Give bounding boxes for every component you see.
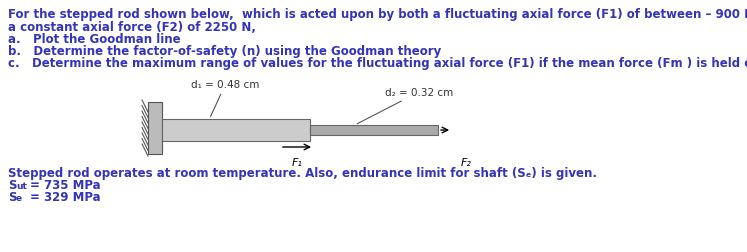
Bar [148,103,162,154]
Bar [310,125,438,136]
Text: c.   Determine the maximum range of values for the fluctuating axial force (F1) : c. Determine the maximum range of values… [8,57,747,70]
Text: d₁ = 0.48 cm: d₁ = 0.48 cm [191,80,260,117]
Text: = 735 MPa: = 735 MPa [30,178,101,191]
Text: = 329 MPa: = 329 MPa [30,190,101,203]
Bar [162,119,310,141]
Text: a.   Plot the Goodman line: a. Plot the Goodman line [8,33,181,46]
Text: e: e [16,193,22,202]
Text: S: S [8,190,16,203]
Text: For the stepped rod shown below,  which is acted upon by both a fluctuating axia: For the stepped rod shown below, which i… [8,8,747,21]
Text: a constant axial force (F2) of 2250 N,: a constant axial force (F2) of 2250 N, [8,21,256,34]
Text: S: S [8,178,16,191]
Text: F₂: F₂ [461,158,471,167]
Text: F₁: F₁ [291,158,303,167]
Text: ut: ut [16,181,27,190]
Text: d₂ = 0.32 cm: d₂ = 0.32 cm [357,88,453,124]
Text: b.   Determine the factor-of-safety (n) using the Goodman theory: b. Determine the factor-of-safety (n) us… [8,45,441,58]
Text: Stepped rod operates at room temperature. Also, endurance limit for shaft (Sₑ) i: Stepped rod operates at room temperature… [8,166,597,179]
